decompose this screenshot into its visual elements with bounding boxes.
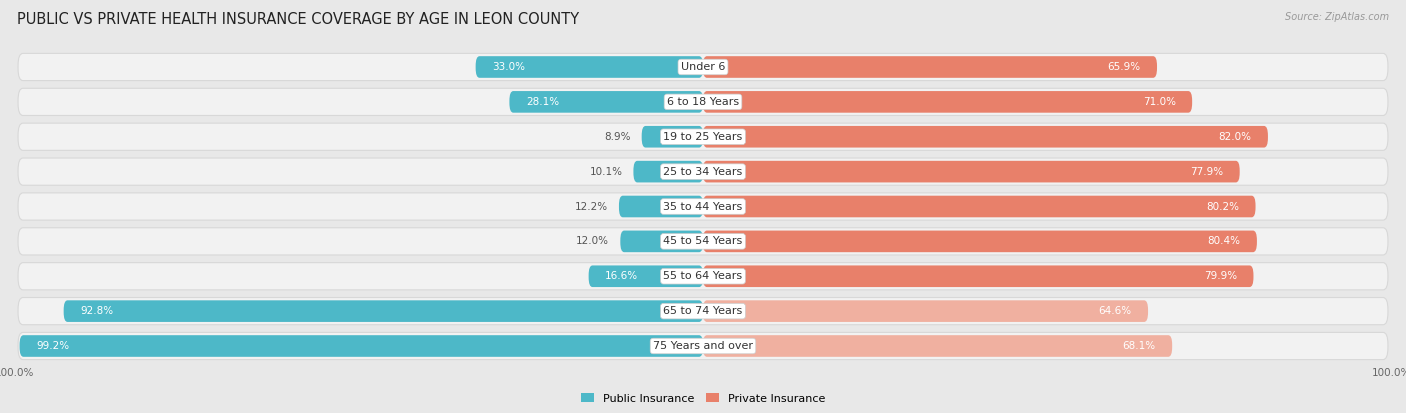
- Text: 33.0%: 33.0%: [492, 62, 526, 72]
- FancyBboxPatch shape: [589, 266, 703, 287]
- FancyBboxPatch shape: [475, 56, 703, 78]
- FancyBboxPatch shape: [18, 332, 1388, 360]
- Text: 12.0%: 12.0%: [576, 236, 609, 247]
- Text: 28.1%: 28.1%: [526, 97, 560, 107]
- FancyBboxPatch shape: [703, 126, 1268, 147]
- FancyBboxPatch shape: [18, 228, 1388, 255]
- Text: 35 to 44 Years: 35 to 44 Years: [664, 202, 742, 211]
- FancyBboxPatch shape: [703, 161, 1240, 183]
- FancyBboxPatch shape: [18, 193, 1388, 220]
- FancyBboxPatch shape: [18, 88, 1388, 116]
- FancyBboxPatch shape: [634, 161, 703, 183]
- Text: 6 to 18 Years: 6 to 18 Years: [666, 97, 740, 107]
- Text: 92.8%: 92.8%: [80, 306, 114, 316]
- FancyBboxPatch shape: [18, 297, 1388, 325]
- Text: 12.2%: 12.2%: [575, 202, 607, 211]
- Text: 77.9%: 77.9%: [1189, 166, 1223, 177]
- FancyBboxPatch shape: [620, 230, 703, 252]
- Text: 65 to 74 Years: 65 to 74 Years: [664, 306, 742, 316]
- FancyBboxPatch shape: [18, 158, 1388, 185]
- FancyBboxPatch shape: [63, 300, 703, 322]
- FancyBboxPatch shape: [703, 196, 1256, 217]
- Text: 65.9%: 65.9%: [1108, 62, 1140, 72]
- Text: 45 to 54 Years: 45 to 54 Years: [664, 236, 742, 247]
- Legend: Public Insurance, Private Insurance: Public Insurance, Private Insurance: [576, 389, 830, 408]
- Text: 82.0%: 82.0%: [1219, 132, 1251, 142]
- Text: 19 to 25 Years: 19 to 25 Years: [664, 132, 742, 142]
- Text: 80.2%: 80.2%: [1206, 202, 1239, 211]
- FancyBboxPatch shape: [703, 300, 1149, 322]
- Text: 8.9%: 8.9%: [605, 132, 631, 142]
- FancyBboxPatch shape: [18, 263, 1388, 290]
- Text: 79.9%: 79.9%: [1204, 271, 1237, 281]
- Text: 80.4%: 80.4%: [1208, 236, 1240, 247]
- Text: 64.6%: 64.6%: [1098, 306, 1132, 316]
- FancyBboxPatch shape: [703, 230, 1257, 252]
- Text: 25 to 34 Years: 25 to 34 Years: [664, 166, 742, 177]
- Text: 68.1%: 68.1%: [1122, 341, 1156, 351]
- FancyBboxPatch shape: [703, 91, 1192, 113]
- Text: 55 to 64 Years: 55 to 64 Years: [664, 271, 742, 281]
- Text: PUBLIC VS PRIVATE HEALTH INSURANCE COVERAGE BY AGE IN LEON COUNTY: PUBLIC VS PRIVATE HEALTH INSURANCE COVER…: [17, 12, 579, 27]
- Text: 16.6%: 16.6%: [605, 271, 638, 281]
- FancyBboxPatch shape: [509, 91, 703, 113]
- Text: 75 Years and over: 75 Years and over: [652, 341, 754, 351]
- Text: Under 6: Under 6: [681, 62, 725, 72]
- Text: 10.1%: 10.1%: [589, 166, 623, 177]
- FancyBboxPatch shape: [619, 196, 703, 217]
- FancyBboxPatch shape: [18, 53, 1388, 81]
- FancyBboxPatch shape: [20, 335, 703, 357]
- FancyBboxPatch shape: [703, 56, 1157, 78]
- Text: Source: ZipAtlas.com: Source: ZipAtlas.com: [1285, 12, 1389, 22]
- Text: 99.2%: 99.2%: [37, 341, 69, 351]
- FancyBboxPatch shape: [703, 266, 1254, 287]
- FancyBboxPatch shape: [703, 335, 1173, 357]
- FancyBboxPatch shape: [18, 123, 1388, 150]
- Text: 71.0%: 71.0%: [1143, 97, 1175, 107]
- FancyBboxPatch shape: [641, 126, 703, 147]
